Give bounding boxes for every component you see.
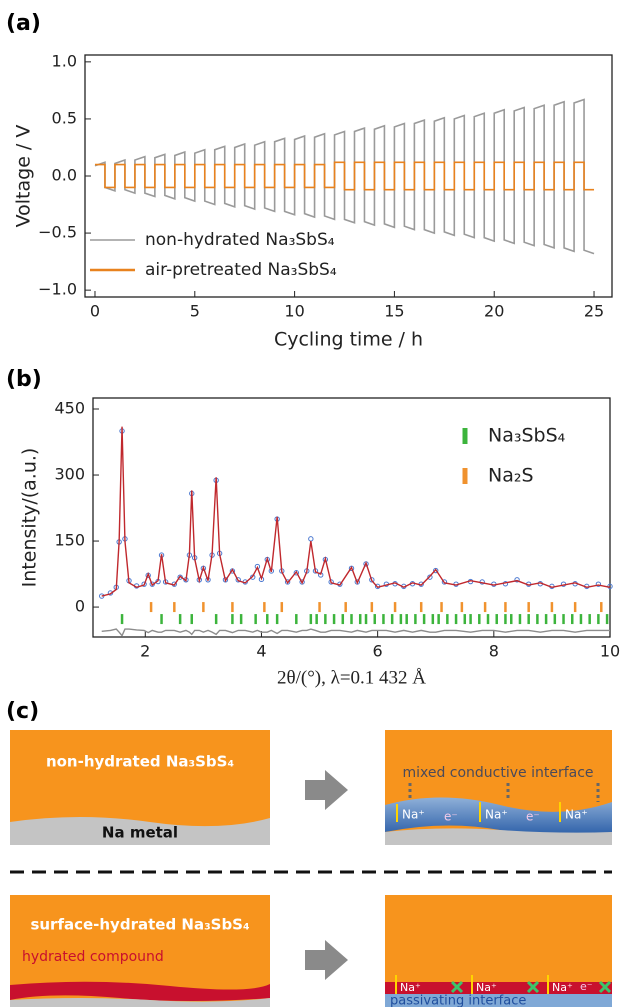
data-point (328, 579, 334, 585)
y-tick-label: 1.0 (52, 51, 77, 70)
chart: 2 4 6 8 10 0 150 300 450 2θ/(°), λ=0.1 432 Å Inten… (19, 397, 620, 688)
legend-label: Na₃SbS₄ (488, 425, 566, 447)
y-tick-label: −0.5 (38, 223, 77, 242)
plot-frame (92, 397, 611, 638)
substrate-label: Na metal (102, 824, 178, 842)
x-tick-label: 20 (484, 302, 504, 321)
ion-label: Na⁺ (402, 808, 425, 822)
x-tick-label: 15 (384, 302, 404, 321)
data-point (141, 581, 147, 587)
na-metal (10, 998, 270, 1007)
na-metal (10, 817, 270, 845)
panel-label: (c) (6, 699, 39, 724)
interface-label: mixed conductive interface (402, 765, 593, 781)
data-point (441, 579, 448, 585)
layer-label: hydrated compound (22, 949, 164, 965)
x-tick-label: 10 (284, 302, 304, 321)
legend-label: air-pretreated Na₃SbS₄ (145, 260, 337, 280)
interface-layer (385, 797, 612, 836)
data-point (284, 579, 291, 585)
x-axis-label: 2θ/(°), λ=0.1 432 Å (277, 667, 426, 688)
na-metal (385, 828, 612, 845)
ion-label: Na⁺ (485, 808, 508, 822)
ion-label: Na⁺ (552, 981, 573, 994)
ion-label: Na⁺ (565, 808, 588, 822)
x-tick-label: 6 (373, 642, 383, 661)
y-axis-label: Voltage / V (13, 125, 35, 228)
ion-arrows (395, 975, 549, 994)
y-tick-label: 450 (54, 399, 85, 418)
x-tick-label: 10 (600, 642, 620, 661)
x-tick-label: 2 (140, 642, 150, 661)
data-point (433, 567, 439, 574)
diagram-bottom: surface-hydrated Na₃SbS₄ hydrated compou… (10, 895, 612, 1007)
panel-label: (a) (6, 11, 41, 36)
chart: 0 5 10 15 20 25 −1.0 −0.5 0.0 0.5 1.0 Cycling time … (13, 51, 613, 351)
dotted-lines (408, 783, 600, 802)
x-tick-label: 0 (90, 302, 100, 321)
series-line (101, 628, 610, 638)
y-axis-label: Intensity/(a.u.) (19, 448, 41, 588)
hydrated-layer (10, 981, 270, 1001)
electron-label: e⁻ (526, 810, 540, 824)
y-tick-label: 0.0 (52, 166, 77, 185)
electron-label: e⁻ (444, 810, 458, 824)
electron-label: e⁻ (580, 980, 593, 993)
data-point (293, 570, 300, 576)
y-tick-label: 300 (54, 465, 85, 484)
data-point (427, 574, 433, 580)
y-tick-label: 0.5 (52, 108, 77, 127)
y-tick-label: 0 (75, 597, 85, 616)
x-tick-label: 5 (190, 302, 200, 321)
x-tick-label: 8 (489, 642, 499, 661)
legend-label: non-hydrated Na₃SbS₄ (145, 230, 335, 250)
x-tick-label: 4 (256, 642, 266, 661)
interface-layer (385, 994, 612, 1007)
block-marks (450, 980, 612, 994)
panel-label: (b) (6, 367, 42, 392)
electrolyte-label: surface-hydrated Na₃SbS₄ (30, 916, 249, 934)
y-tick-label: −1.0 (38, 280, 77, 299)
ion-arrows (396, 802, 561, 822)
data-point (348, 565, 355, 572)
y-tick-label: 150 (54, 531, 85, 550)
x-tick-label: 25 (584, 302, 604, 321)
ion-label: Na⁺ (476, 981, 497, 994)
data-point (595, 581, 602, 587)
diagram-top: non-hydrated Na₃SbS₄ Na metal mixed cond… (10, 730, 612, 845)
series-line (94, 161, 595, 191)
x-axis-label: Cycling time / h (274, 329, 423, 351)
hydrated-layer (385, 982, 612, 996)
data-point (308, 536, 314, 542)
electrolyte-label: non-hydrated Na₃SbS₄ (46, 753, 234, 771)
interface-label: passivating interface (390, 994, 526, 1007)
data-point (369, 577, 375, 583)
ion-label: Na⁺ (400, 981, 421, 994)
arrow (305, 770, 348, 810)
data-point (514, 577, 520, 583)
series-line (101, 426, 611, 597)
data-point (235, 577, 241, 583)
arrow (305, 940, 348, 980)
legend-label: Na₂S (488, 465, 534, 487)
